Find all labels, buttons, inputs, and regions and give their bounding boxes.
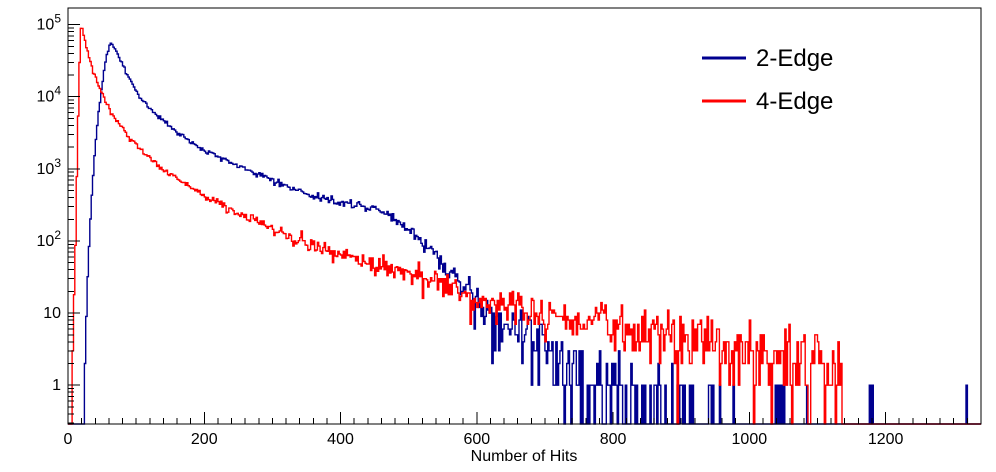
x-tick-label: 800 <box>600 431 627 448</box>
legend-label-2-edge: 2-Edge <box>756 45 833 72</box>
series-4-edge-line <box>68 27 981 425</box>
y-tick-label: 1 <box>52 377 61 394</box>
x-tick-label: 600 <box>463 431 490 448</box>
y-tick-label: 10 <box>43 305 61 322</box>
legend: 2-Edge 4-Edge <box>702 45 833 115</box>
plot-frame <box>67 7 982 425</box>
x-axis-title: Number of Hits <box>471 448 578 465</box>
x-tick-label: 1200 <box>868 431 904 448</box>
x-tick-label: 1000 <box>732 431 768 448</box>
x-tick-label: 0 <box>64 431 73 448</box>
x-tick-label: 200 <box>191 431 218 448</box>
x-tick-label: 400 <box>327 431 354 448</box>
legend-label-4-edge: 4-Edge <box>756 88 833 115</box>
